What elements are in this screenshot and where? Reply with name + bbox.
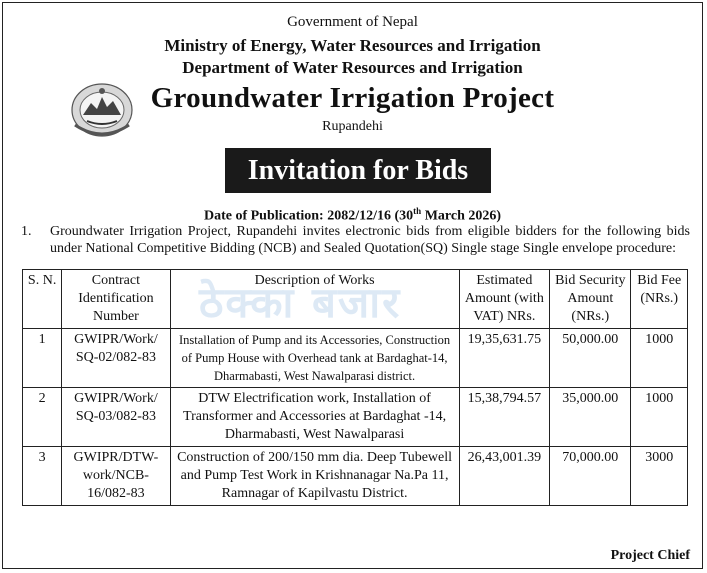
row-contract-id: GWIPR/DTW-work/NCB-16/082-83 [61, 446, 171, 506]
bids-table: S. N. Contract Identification Number Des… [21, 269, 688, 506]
nepal-emblem-icon [71, 83, 133, 137]
table-row: 3 GWIPR/DTW-work/NCB-16/082-83 Construct… [21, 446, 688, 506]
row-bid-fee: 3000 [630, 446, 688, 506]
header-estimated-amount: Estimated Amount (with VAT) NRs. [458, 269, 551, 329]
publication-date: Date of Publication: 2082/12/16 (30th Ma… [3, 206, 702, 225]
row-bid-security: 50,000.00 [549, 328, 632, 388]
row-description: DTW Electrification work, Installation o… [169, 387, 460, 447]
row-estimated-amount: 26,43,001.39 [458, 446, 551, 506]
ministry-name: Ministry of Energy, Water Resources and … [164, 36, 541, 55]
row-bid-security: 35,000.00 [549, 387, 632, 447]
row-description: Installation of Pump and its Accessories… [169, 328, 460, 388]
intro-paragraph: 1. Groundwater Irrigation Project, Rupan… [21, 223, 690, 257]
row-bid-fee: 1000 [630, 328, 688, 388]
intro-number: 1. [21, 224, 32, 239]
department-name: Department of Water Resources and Irriga… [182, 58, 523, 77]
row-sn: 3 [21, 446, 63, 506]
header-contract-id: Contract Identification Number [61, 269, 171, 329]
publication-date-suffix: March 2026) [421, 208, 502, 224]
row-estimated-amount: 19,35,631.75 [458, 328, 551, 388]
row-bid-security: 70,000.00 [549, 446, 632, 506]
header-bid-fee: Bid Fee (NRs.) [630, 269, 688, 329]
row-description: Construction of 200/150 mm dia. Deep Tub… [169, 446, 460, 506]
row-sn: 1 [21, 328, 63, 388]
row-sn: 2 [21, 387, 63, 447]
publication-date-sup: th [413, 206, 422, 216]
government-name: Government of Nepal [287, 14, 418, 30]
project-title: Groundwater Irrigation Project [150, 82, 555, 114]
project-location: Rupandehi [322, 119, 383, 134]
row-estimated-amount: 15,38,794.57 [458, 387, 551, 447]
invitation-banner: Invitation for Bids [225, 148, 491, 193]
publication-date-prefix: Date of Publication: 2082/12/16 (30 [203, 208, 414, 224]
table-row: 1 GWIPR/Work/ SQ-02/082-83 Installation … [21, 328, 688, 388]
table-row: 2 GWIPR/Work/ SQ-03/082-83 DTW Electrifi… [21, 387, 688, 447]
intro-text: Groundwater Irrigation Project, Rupandeh… [50, 224, 690, 256]
row-bid-fee: 1000 [630, 387, 688, 447]
row-contract-id: GWIPR/Work/ SQ-02/082-83 [61, 328, 171, 388]
header-description: Description of Works [169, 269, 460, 329]
header-bid-security: Bid Security Amount (NRs.) [549, 269, 632, 329]
header-sn: S. N. [21, 269, 63, 329]
row-contract-id: GWIPR/Work/ SQ-03/082-83 [61, 387, 171, 447]
signature-project-chief: Project Chief [610, 548, 690, 563]
table-header-row: S. N. Contract Identification Number Des… [21, 269, 688, 329]
